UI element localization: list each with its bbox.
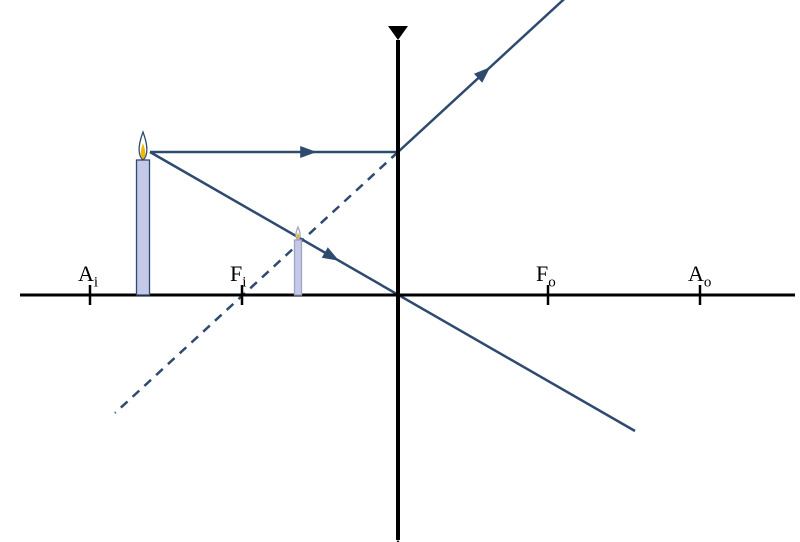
label-sub-Fi: i — [242, 274, 246, 290]
label-Fi: Fi — [230, 261, 246, 291]
ray-parallel-refracted — [398, 0, 650, 152]
label-sub-Ai: i — [94, 274, 98, 290]
ray-center-ray — [150, 152, 635, 431]
ray-diagram — [0, 0, 800, 542]
label-Ao: Ao — [688, 261, 711, 291]
ray-parallel-backtrace — [115, 152, 398, 413]
label-sub-Fo: o — [548, 274, 556, 290]
arrowhead-center-ray — [322, 247, 342, 266]
arrowhead-parallel-incident — [300, 146, 317, 158]
label-Fo: Fo — [536, 261, 556, 291]
label-Ai: Ai — [78, 261, 98, 291]
label-main-Fo: F — [536, 261, 548, 286]
label-sub-Ao: o — [704, 274, 712, 290]
object-candle-body — [137, 160, 150, 295]
image-candle-body — [295, 240, 302, 295]
label-main-Ao: A — [688, 261, 704, 286]
label-main-Fi: F — [230, 261, 242, 286]
lens-cap-top — [388, 26, 408, 40]
label-main-Ai: A — [78, 261, 94, 286]
